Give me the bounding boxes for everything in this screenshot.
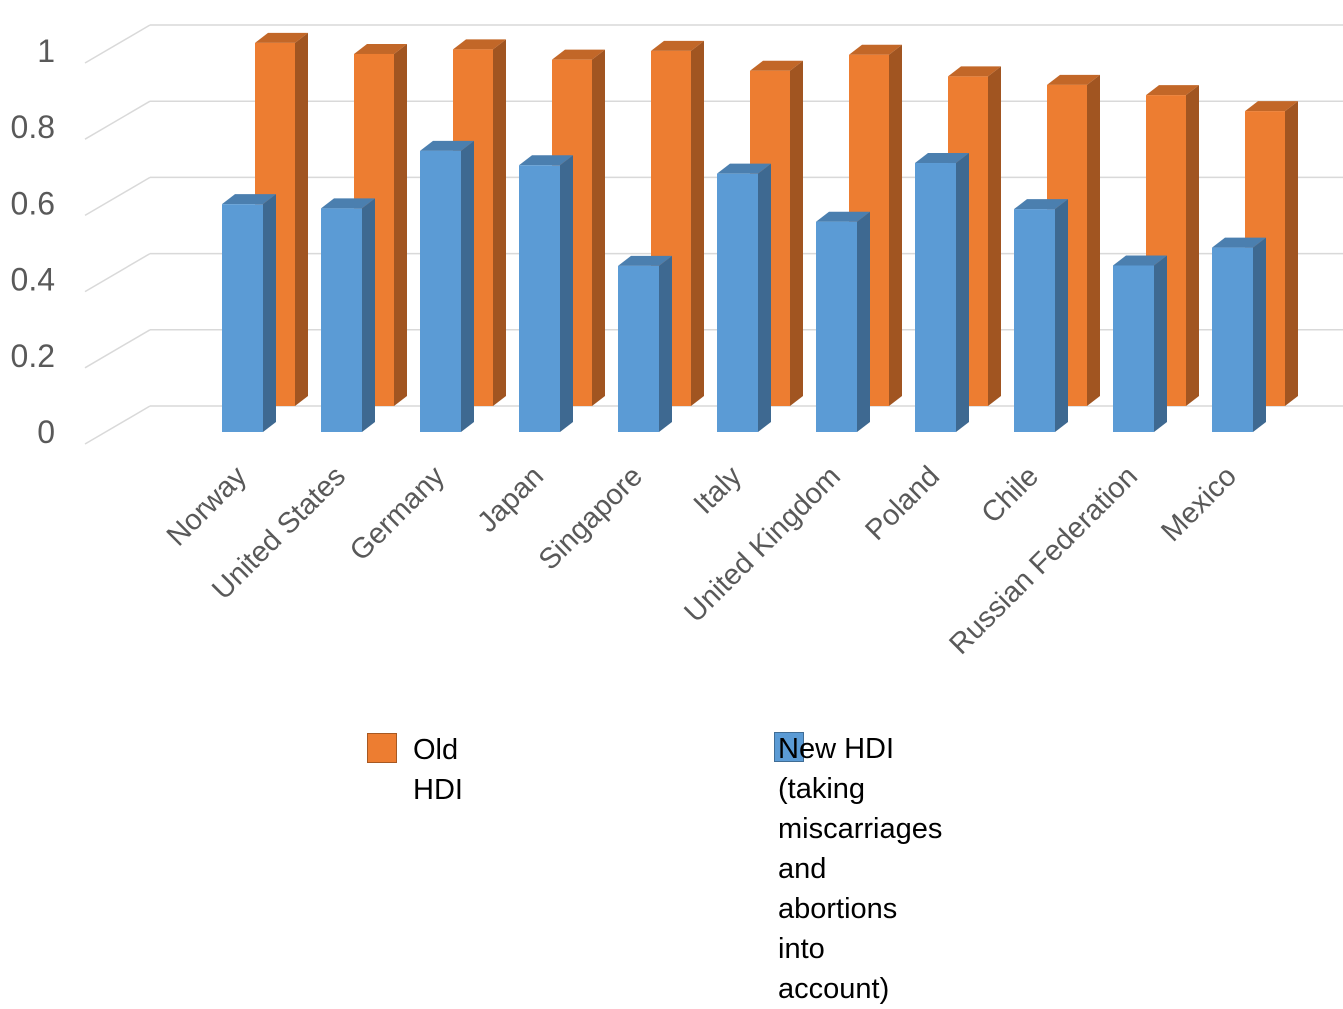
old-hdi-bar-side: [889, 44, 902, 407]
old-hdi-bar-side: [988, 66, 1001, 406]
new-hdi-bar-front: [519, 165, 560, 433]
new-hdi-bar-side: [1154, 255, 1167, 432]
old-hdi-bar-side: [1087, 74, 1100, 406]
new-hdi-bar-front: [222, 204, 263, 432]
y-tick-label: 0.6: [11, 185, 55, 221]
new-hdi-bar-top: [420, 140, 474, 151]
new-hdi-bar-side: [362, 198, 375, 432]
new-hdi-bar-side: [560, 155, 573, 433]
new-hdi-bar-front: [321, 208, 362, 432]
y-tick-label: 0.4: [11, 262, 55, 298]
y-tick-label: 0: [37, 414, 55, 450]
gridline-side: [84, 252, 151, 293]
new-hdi-bar-side: [956, 153, 969, 432]
old-hdi-bar-top: [1245, 101, 1298, 112]
old-hdi-bar-side: [493, 39, 506, 406]
x-tick-label: Singapore: [533, 460, 649, 576]
new-hdi-bar-front: [420, 150, 461, 432]
old-hdi-bar-top: [750, 60, 803, 71]
new-hdi-bar-front: [1212, 247, 1253, 432]
gridline-side: [84, 329, 151, 369]
new-hdi-bar-side: [857, 211, 870, 432]
new-hdi-bar-top: [1113, 255, 1167, 266]
x-tick-label: Italy: [688, 460, 749, 521]
new-hdi-bar-top: [321, 198, 375, 209]
old-hdi-bar-top: [255, 32, 308, 43]
new-hdi-bar-side: [758, 163, 771, 432]
x-tick-label: Chile: [976, 460, 1045, 529]
new-hdi-bar: [1113, 255, 1167, 432]
old-hdi-bar-side: [790, 60, 803, 406]
legend-label-old-hdi: Old HDI: [413, 734, 463, 806]
y-tick-label: 0.8: [11, 109, 55, 145]
old-hdi-bar-side: [1285, 101, 1298, 406]
gridline-side: [84, 24, 151, 64]
new-hdi-bar-top: [222, 194, 276, 205]
new-hdi-bar-top: [816, 211, 870, 222]
old-hdi-bar-top: [948, 66, 1001, 77]
new-hdi-bar-side: [461, 140, 474, 432]
old-hdi-bar-side: [295, 32, 308, 406]
new-hdi-bar: [222, 194, 276, 432]
new-hdi-bar: [519, 155, 573, 433]
x-tick-label: Russian Federation: [943, 460, 1143, 660]
old-hdi-bar-top: [354, 43, 407, 54]
old-hdi-bar-side: [592, 49, 605, 407]
new-hdi-bar: [420, 140, 474, 432]
old-hdi-bar-top: [453, 39, 506, 50]
x-tick-label: Norway: [161, 460, 253, 552]
y-tick-label: 0.2: [11, 338, 55, 374]
x-tick-label: Mexico: [1155, 460, 1243, 548]
new-hdi-bar-side: [1055, 199, 1068, 432]
new-hdi-bar-top: [1014, 199, 1068, 210]
old-hdi-bar: [651, 40, 704, 407]
old-hdi-bar-side: [1186, 85, 1199, 406]
new-hdi-bar-top: [519, 155, 573, 166]
old-hdi-bar-top: [651, 40, 704, 51]
new-hdi-bar-front: [915, 163, 956, 432]
new-hdi-bar-side: [1253, 237, 1266, 432]
new-hdi-bar: [618, 255, 672, 432]
new-hdi-bars: [222, 140, 1266, 433]
new-hdi-bar-top: [618, 255, 672, 266]
old-hdi-bar-side: [394, 43, 407, 407]
x-tick-label: Japan: [471, 460, 549, 538]
new-hdi-bar: [915, 153, 969, 432]
new-hdi-bar: [717, 163, 771, 432]
y-axis: 0 0.2 0.4 0.6 0.8 1: [11, 33, 55, 450]
new-hdi-bar-front: [816, 221, 857, 432]
x-tick-label: Poland: [859, 460, 945, 546]
old-hdi-bar-top: [552, 49, 605, 60]
new-hdi-bar-top: [1212, 237, 1266, 248]
new-hdi-bar-top: [915, 153, 969, 164]
legend-swatch-new-hdi: [774, 732, 804, 762]
new-hdi-bar: [1212, 237, 1266, 432]
new-hdi-bar: [816, 211, 870, 432]
old-hdi-bar-top: [1047, 74, 1100, 85]
new-hdi-bar-front: [717, 173, 758, 432]
new-hdi-bar: [321, 198, 375, 432]
old-hdi-bar-top: [1146, 85, 1199, 96]
legend-label-new-hdi: New HDI (taking miscarriages and abortio…: [778, 733, 943, 1005]
x-tick-label: Germany: [344, 460, 451, 567]
old-hdi-bar-side: [691, 40, 704, 407]
gridline-side: [84, 405, 151, 445]
new-hdi-bar-side: [263, 194, 276, 432]
new-hdi-bar-side: [659, 255, 672, 432]
legend-swatch-old-hdi: [367, 733, 397, 763]
new-hdi-bar-top: [717, 163, 771, 174]
gridline-side: [84, 176, 151, 217]
old-hdi-bar-top: [849, 44, 902, 55]
y-tick-label: 1: [37, 33, 55, 69]
gridline-side: [84, 100, 151, 140]
new-hdi-bar-front: [1014, 209, 1055, 432]
new-hdi-bar-front: [1113, 265, 1154, 432]
new-hdi-bar-front: [618, 265, 659, 432]
new-hdi-bar: [1014, 199, 1068, 432]
